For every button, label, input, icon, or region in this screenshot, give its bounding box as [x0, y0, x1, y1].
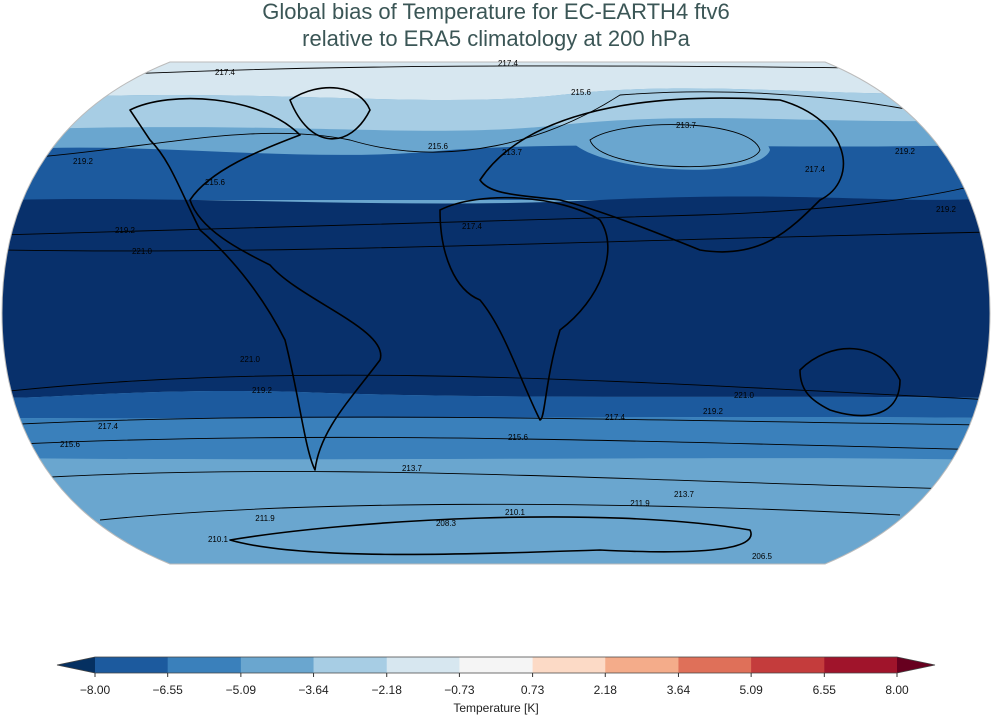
- colorbar-tick-label: 8.00: [885, 683, 909, 697]
- colorbar-segment: [678, 657, 752, 673]
- colorbar-segment: [95, 657, 169, 673]
- contour-label: 217.4: [498, 59, 519, 68]
- colorbar-tick-label: 3.64: [667, 683, 691, 697]
- contour-label: 219.2: [73, 157, 94, 166]
- contour-label: 211.9: [630, 499, 650, 508]
- colorbar-segment: [313, 657, 388, 673]
- contour-label: 211.9: [255, 514, 275, 523]
- contour-label: 221.0: [734, 391, 755, 400]
- colorbar-tick-label: 2.18: [594, 683, 618, 697]
- colorbar-extend: [897, 657, 935, 673]
- colorbar-extend: [57, 657, 95, 673]
- colorbar: −8.00 −6.55 −5.09 −3.64 −2.18 −0.73 0.73 2.18 3.…: [56, 656, 936, 697]
- contour-label: 215.6: [60, 440, 81, 449]
- colorbar-segment: [532, 657, 606, 673]
- contour-labels: 217.4 217.4 215.6 213.7 219.2 219.2 215.6 215.6…: [60, 59, 957, 561]
- colorbar-segment: [751, 657, 825, 673]
- colorbar-segment: [386, 657, 460, 673]
- title-line: Global bias of Temperature for EC-EARTH4…: [262, 0, 730, 24]
- colorbar-tick-label: −6.55: [152, 683, 183, 697]
- colorbar-tick-label: −0.73: [444, 683, 475, 697]
- colorbar-tick-label: 0.73: [521, 683, 545, 697]
- contour-label: 217.4: [462, 222, 483, 231]
- colorbar-segment: [605, 657, 679, 673]
- contour-label: 217.4: [215, 68, 236, 77]
- contour-label: 213.7: [674, 490, 695, 499]
- map-frame: [1, 61, 991, 565]
- colorbar-segment: [240, 657, 315, 673]
- contour-label: 215.6: [428, 142, 449, 151]
- colorbar-tick-label: 5.09: [739, 683, 763, 697]
- title-line: relative to ERA5 climatology at 200 hPa: [302, 26, 690, 51]
- contour-label: 221.0: [132, 247, 153, 256]
- contour-label: 215.6: [508, 433, 529, 442]
- colorbar-tick-label: −2.18: [372, 683, 403, 697]
- contour-label: 219.2: [895, 147, 916, 156]
- colorbar-tick-label: −3.64: [298, 683, 329, 697]
- colorbar-label: Temperature [K]: [453, 701, 538, 715]
- contour-label: 219.2: [115, 226, 136, 235]
- contour-label: 221.0: [240, 355, 261, 364]
- contour-label: 210.1: [505, 508, 526, 517]
- contour-label: 219.2: [936, 205, 957, 214]
- contour-label: 217.4: [605, 413, 626, 422]
- contour-label: 206.5: [752, 552, 773, 561]
- contour-label: 217.4: [805, 165, 826, 174]
- contour-label: 213.7: [402, 464, 423, 473]
- contour-label: 217.4: [98, 422, 119, 431]
- colorbar-tick-label: 6.55: [813, 683, 837, 697]
- contour-label: 215.6: [571, 88, 592, 97]
- contour-label: 210.1: [208, 535, 229, 544]
- contour-label: 208.3: [436, 519, 457, 528]
- contour-label: 215.6: [205, 178, 226, 187]
- contour-label: 219.2: [252, 386, 273, 395]
- contour-label: 219.2: [703, 407, 724, 416]
- colorbar-segment: [824, 657, 898, 673]
- colorbar-tick-label: −8.00: [80, 683, 111, 697]
- contour-label: 213.7: [676, 121, 697, 130]
- colorbar-tick-label: −5.09: [226, 683, 257, 697]
- colorbar-segment: [167, 657, 242, 673]
- colorbar-segment: [459, 657, 534, 673]
- map: [2, 62, 990, 564]
- contour-label: 213.7: [502, 148, 523, 157]
